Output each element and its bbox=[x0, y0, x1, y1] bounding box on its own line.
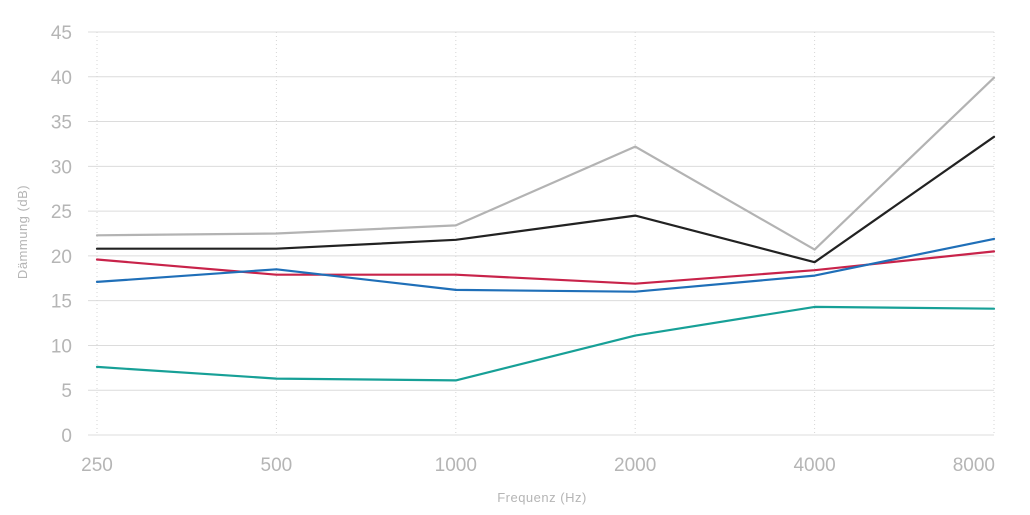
y-tick-label: 30 bbox=[51, 157, 72, 178]
x-tick-label: 500 bbox=[261, 455, 293, 476]
y-tick-label: 40 bbox=[51, 68, 72, 89]
x-axis-ticks: 250 500 1000 2000 4000 8000 bbox=[81, 455, 995, 476]
y-tick-label: 45 bbox=[51, 23, 72, 44]
series-line-5 bbox=[95, 305, 996, 382]
series-line-2 bbox=[95, 135, 996, 264]
x-axis-title: Frequenz (Hz) bbox=[497, 490, 587, 505]
x-tick-label: 8000 bbox=[953, 455, 995, 476]
x-tick-label: 4000 bbox=[793, 455, 835, 476]
series-line-4 bbox=[95, 237, 996, 293]
y-tick-label: 20 bbox=[51, 247, 72, 268]
y-axis-ticks: 0 5 10 15 20 25 30 35 40 45 bbox=[51, 23, 72, 447]
y-tick-label: 35 bbox=[51, 113, 72, 134]
x-tick-label: 1000 bbox=[435, 455, 477, 476]
y-tick-label: 10 bbox=[51, 336, 72, 357]
y-tick-label: 25 bbox=[51, 202, 72, 223]
series-lines bbox=[95, 76, 996, 382]
x-tick-label: 2000 bbox=[614, 455, 656, 476]
series-line-1 bbox=[95, 76, 996, 251]
y-tick-label: 15 bbox=[51, 292, 72, 313]
y-tick-label: 0 bbox=[61, 426, 72, 447]
x-tick-label: 250 bbox=[81, 455, 113, 476]
y-axis-title: Dämmung (dB) bbox=[15, 185, 30, 279]
grid bbox=[88, 31, 995, 436]
y-tick-label: 5 bbox=[61, 381, 72, 402]
